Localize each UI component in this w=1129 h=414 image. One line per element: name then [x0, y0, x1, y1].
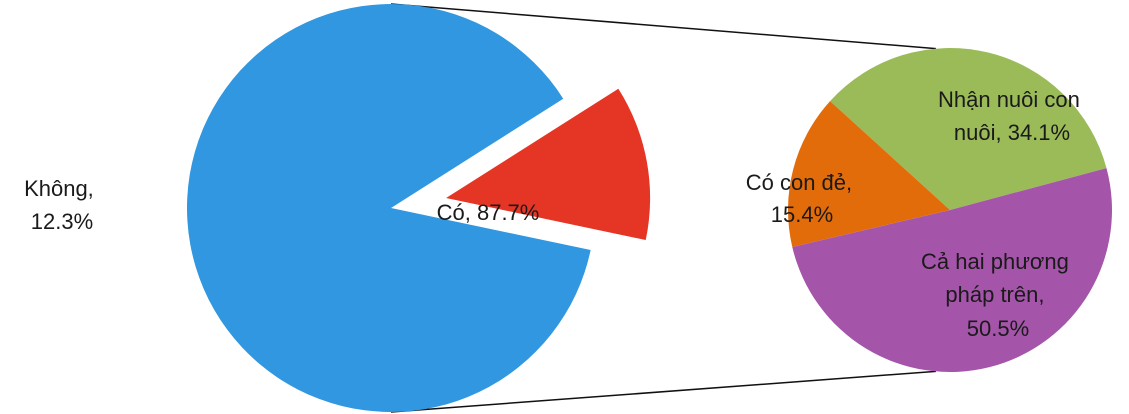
label-ca-hai: Cả hai phương pháp trên, 50.5% — [921, 249, 1075, 341]
slice-nhan-nuoi-con-nuoi — [830, 48, 1107, 210]
label-khong: Không, 12.3% — [24, 176, 100, 234]
slice-co — [186, 4, 591, 413]
slice-khong — [446, 88, 651, 241]
label-co-con-de: Có con đẻ, 15.4% — [746, 170, 859, 227]
main-pie — [186, 4, 651, 413]
slice-ca-hai-phuong-phap-tren — [792, 168, 1113, 373]
detail-pie — [788, 48, 1113, 373]
label-co: Có, 87.7% — [437, 200, 540, 225]
connector-lines — [390, 3, 936, 413]
slice-co-con-de — [788, 101, 950, 247]
connector-line-top — [390, 3, 936, 50]
connector-line-bottom — [390, 370, 936, 413]
label-nhan-nuoi: Nhận nuôi con nuôi, 34.1% — [938, 87, 1086, 145]
